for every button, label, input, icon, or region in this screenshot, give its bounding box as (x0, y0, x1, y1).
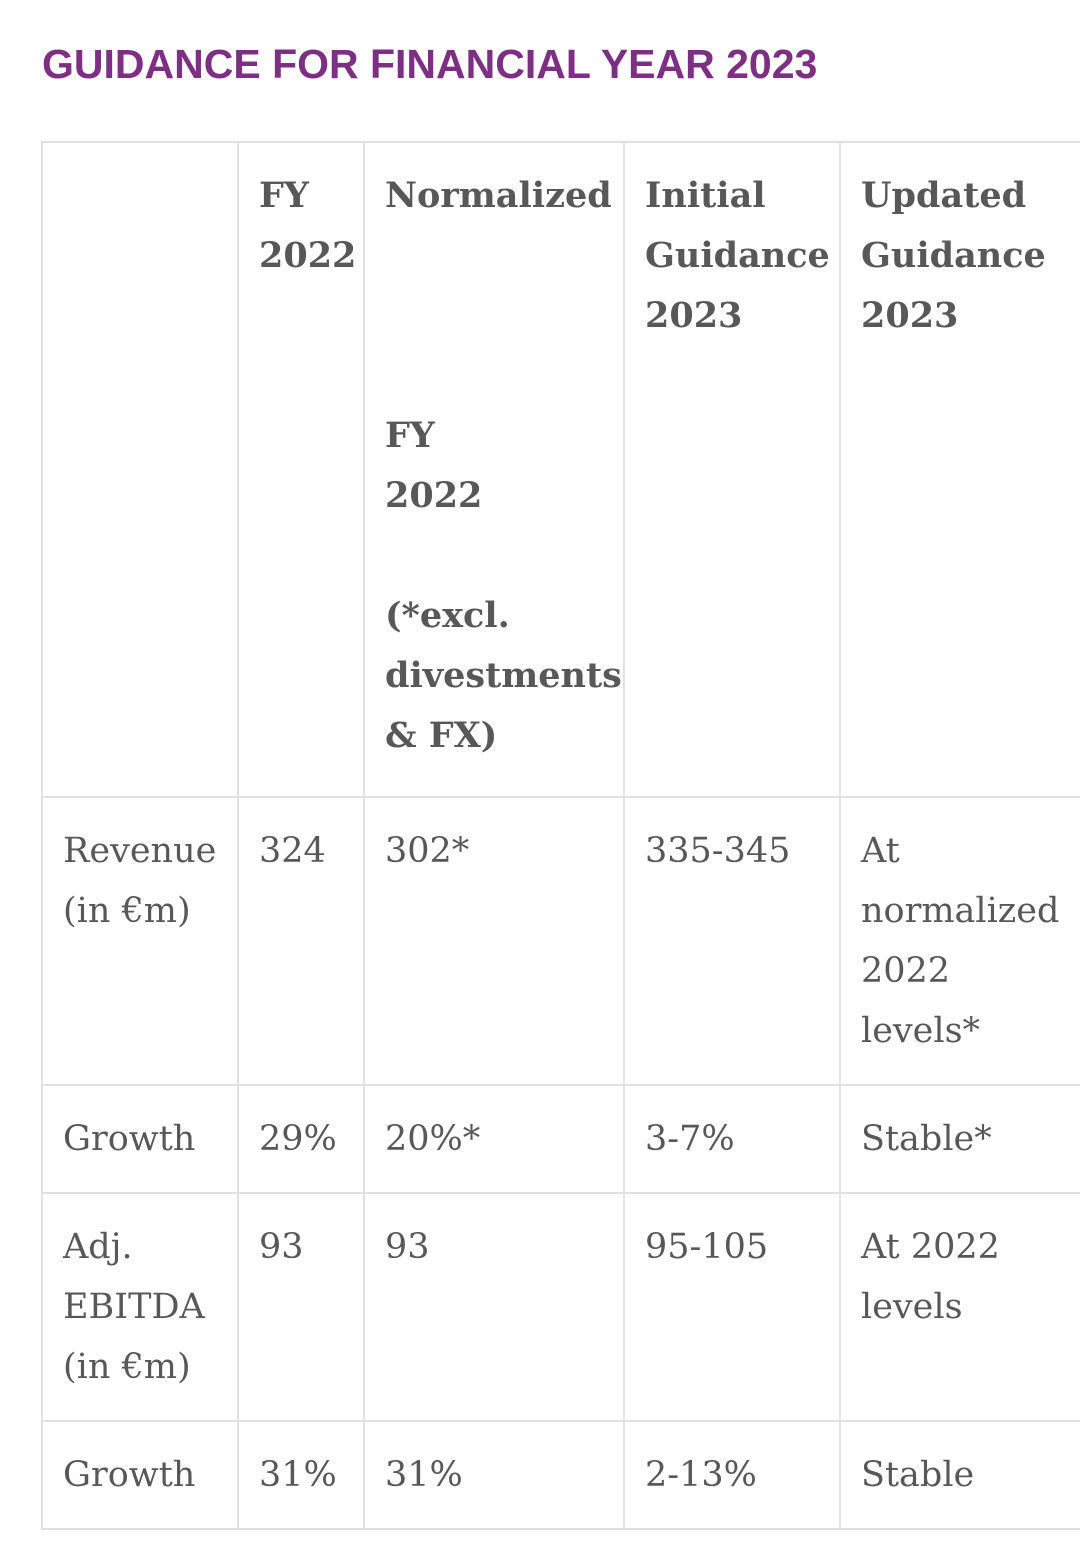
header-cell-empty (41, 141, 239, 799)
table-row-revenue-growth: Growth 29% 20%* 3-7% Stable* (41, 1084, 1080, 1195)
cell-revenue-fy2022: 324 (237, 796, 365, 1087)
header-cell-normalized-fy-2022: Normalized FY 2022 (*excl. divestments &… (363, 141, 625, 799)
cell-growth2-normalized: 31% (363, 1420, 625, 1531)
cell-growth2-fy2022: 31% (237, 1420, 365, 1531)
cell-revenue-initial-guidance: 335-345 (623, 796, 841, 1087)
header-cell-updated-guidance-2023: Updated Guidance 2023 (839, 141, 1080, 799)
cell-ebitda-normalized: 93 (363, 1192, 625, 1423)
cell-ebitda-fy2022: 93 (237, 1192, 365, 1423)
cell-revenue-normalized: 302* (363, 796, 625, 1087)
cell-growth-normalized: 20%* (363, 1084, 625, 1195)
row-label-revenue: Revenue (in €m) (41, 796, 239, 1087)
row-label-adj-ebitda: Adj. EBITDA (in €m) (41, 1192, 239, 1423)
table-row-revenue: Revenue (in €m) 324 302* 335-345 At norm… (41, 796, 1080, 1087)
cell-ebitda-initial-guidance: 95-105 (623, 1192, 841, 1423)
cell-growth-initial-guidance: 3-7% (623, 1084, 841, 1195)
row-label-growth: Growth (41, 1420, 239, 1531)
table-row-ebitda-growth: Growth 31% 31% 2-13% Stable (41, 1420, 1080, 1531)
row-label-growth: Growth (41, 1084, 239, 1195)
header-cell-fy-2022: FY 2022 (237, 141, 365, 799)
guidance-table: FY 2022 Normalized FY 2022 (*excl. dives… (41, 141, 1080, 1531)
cell-growth-updated-guidance: Stable* (839, 1084, 1080, 1195)
cell-growth-fy2022: 29% (237, 1084, 365, 1195)
table-header-row: FY 2022 Normalized FY 2022 (*excl. dives… (41, 141, 1080, 799)
page-title: GUIDANCE FOR FINANCIAL YEAR 2023 (42, 41, 818, 87)
header-cell-initial-guidance-2023: Initial Guidance 2023 (623, 141, 841, 799)
cell-growth2-updated-guidance: Stable (839, 1420, 1080, 1531)
table-row-adj-ebitda: Adj. EBITDA (in €m) 93 93 95-105 At 2022… (41, 1192, 1080, 1423)
cell-growth2-initial-guidance: 2-13% (623, 1420, 841, 1531)
cell-revenue-updated-guidance: At normalized 2022 levels* (839, 796, 1080, 1087)
cell-ebitda-updated-guidance: At 2022 levels (839, 1192, 1080, 1423)
